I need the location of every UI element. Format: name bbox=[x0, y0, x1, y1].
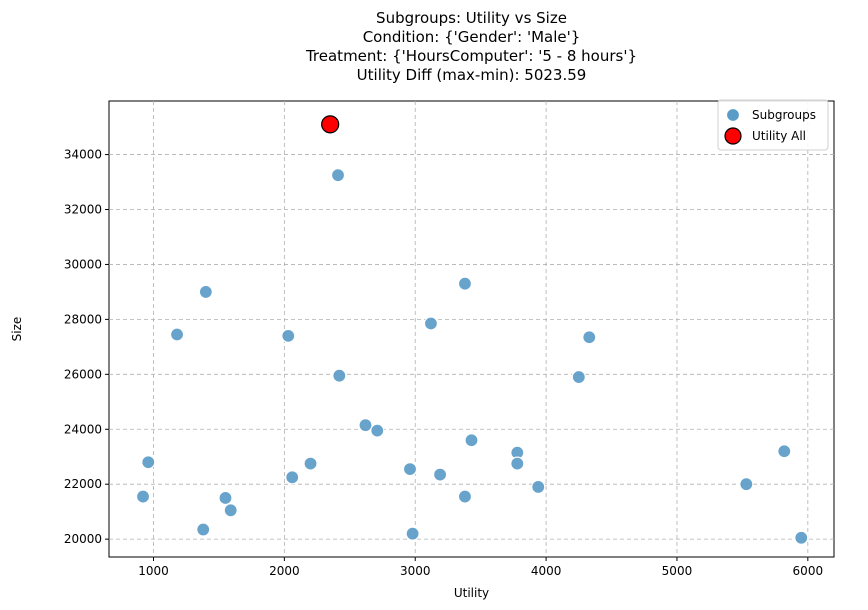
x-tick-label: 1000 bbox=[138, 564, 169, 578]
subgroup-point bbox=[223, 503, 238, 518]
x-tick-label: 6000 bbox=[793, 564, 824, 578]
subgroup-point bbox=[571, 369, 586, 385]
title-line: Utility Diff (max-min): 5023.59 bbox=[357, 66, 587, 84]
subgroup-point bbox=[739, 477, 754, 492]
y-tick-label: 32000 bbox=[64, 203, 102, 217]
title-line: Treatment: {'HoursComputer': '5 - 8 hour… bbox=[305, 47, 637, 65]
legend-label-utility-all: Utility All bbox=[752, 129, 806, 143]
subgroup-point bbox=[196, 522, 211, 537]
y-axis-label: Size bbox=[10, 317, 24, 342]
subgroup-point bbox=[582, 330, 597, 345]
subgroup-point bbox=[432, 467, 448, 482]
legend: Subgroups Utility All bbox=[717, 99, 829, 151]
y-tick-label: 22000 bbox=[64, 477, 102, 491]
subgroup-point bbox=[303, 456, 318, 471]
subgroup-point bbox=[358, 418, 373, 433]
title-line: Subgroups: Utility vs Size bbox=[376, 9, 567, 27]
subgroup-point bbox=[464, 433, 479, 448]
x-tick-label: 5000 bbox=[662, 564, 693, 578]
subgroup-point bbox=[218, 490, 233, 506]
subgroup-point bbox=[405, 526, 420, 541]
subgroup-point bbox=[169, 327, 185, 342]
legend-box bbox=[717, 99, 829, 151]
data-points bbox=[135, 115, 809, 545]
plot-area bbox=[108, 100, 835, 558]
y-tick-label: 28000 bbox=[64, 312, 102, 326]
legend-label-subgroups: Subgroups bbox=[752, 108, 816, 122]
subgroup-point bbox=[777, 444, 792, 459]
x-tick-label: 2000 bbox=[269, 564, 300, 578]
subgroup-point bbox=[281, 328, 296, 343]
legend-marker-subgroups bbox=[725, 107, 741, 123]
subgroup-point bbox=[402, 461, 418, 477]
y-tick-label: 26000 bbox=[64, 367, 102, 381]
subgroup-point bbox=[457, 489, 473, 504]
legend-marker-utility-all bbox=[724, 127, 742, 145]
subgroup-point bbox=[794, 530, 809, 545]
subgroup-point bbox=[135, 489, 151, 504]
title-line: Condition: {'Gender': 'Male'} bbox=[363, 28, 581, 46]
subgroup-point bbox=[531, 479, 546, 495]
subgroup-point bbox=[510, 456, 525, 471]
y-axis: 20000 22000 24000 26000 28000 30000 32000 34000 bbox=[64, 148, 109, 546]
subgroup-point bbox=[457, 276, 473, 291]
subgroup-point bbox=[141, 455, 156, 470]
subgroup-point bbox=[330, 168, 346, 183]
subgroup-point bbox=[370, 423, 385, 438]
y-tick-label: 30000 bbox=[64, 257, 102, 271]
subgroup-point bbox=[332, 368, 347, 383]
subgroup-point bbox=[198, 284, 213, 300]
x-axis-label: Utility bbox=[454, 586, 489, 600]
y-tick-label: 24000 bbox=[64, 422, 102, 436]
subgroup-point bbox=[423, 316, 439, 331]
subgroup-point bbox=[285, 470, 300, 485]
x-tick-label: 3000 bbox=[400, 564, 431, 578]
x-axis: 1000 2000 3000 4000 5000 6000 bbox=[138, 557, 823, 578]
grid bbox=[109, 101, 834, 557]
y-tick-label: 34000 bbox=[64, 148, 102, 162]
x-tick-label: 4000 bbox=[531, 564, 562, 578]
utility-all-point bbox=[321, 115, 340, 134]
y-tick-label: 20000 bbox=[64, 532, 102, 546]
